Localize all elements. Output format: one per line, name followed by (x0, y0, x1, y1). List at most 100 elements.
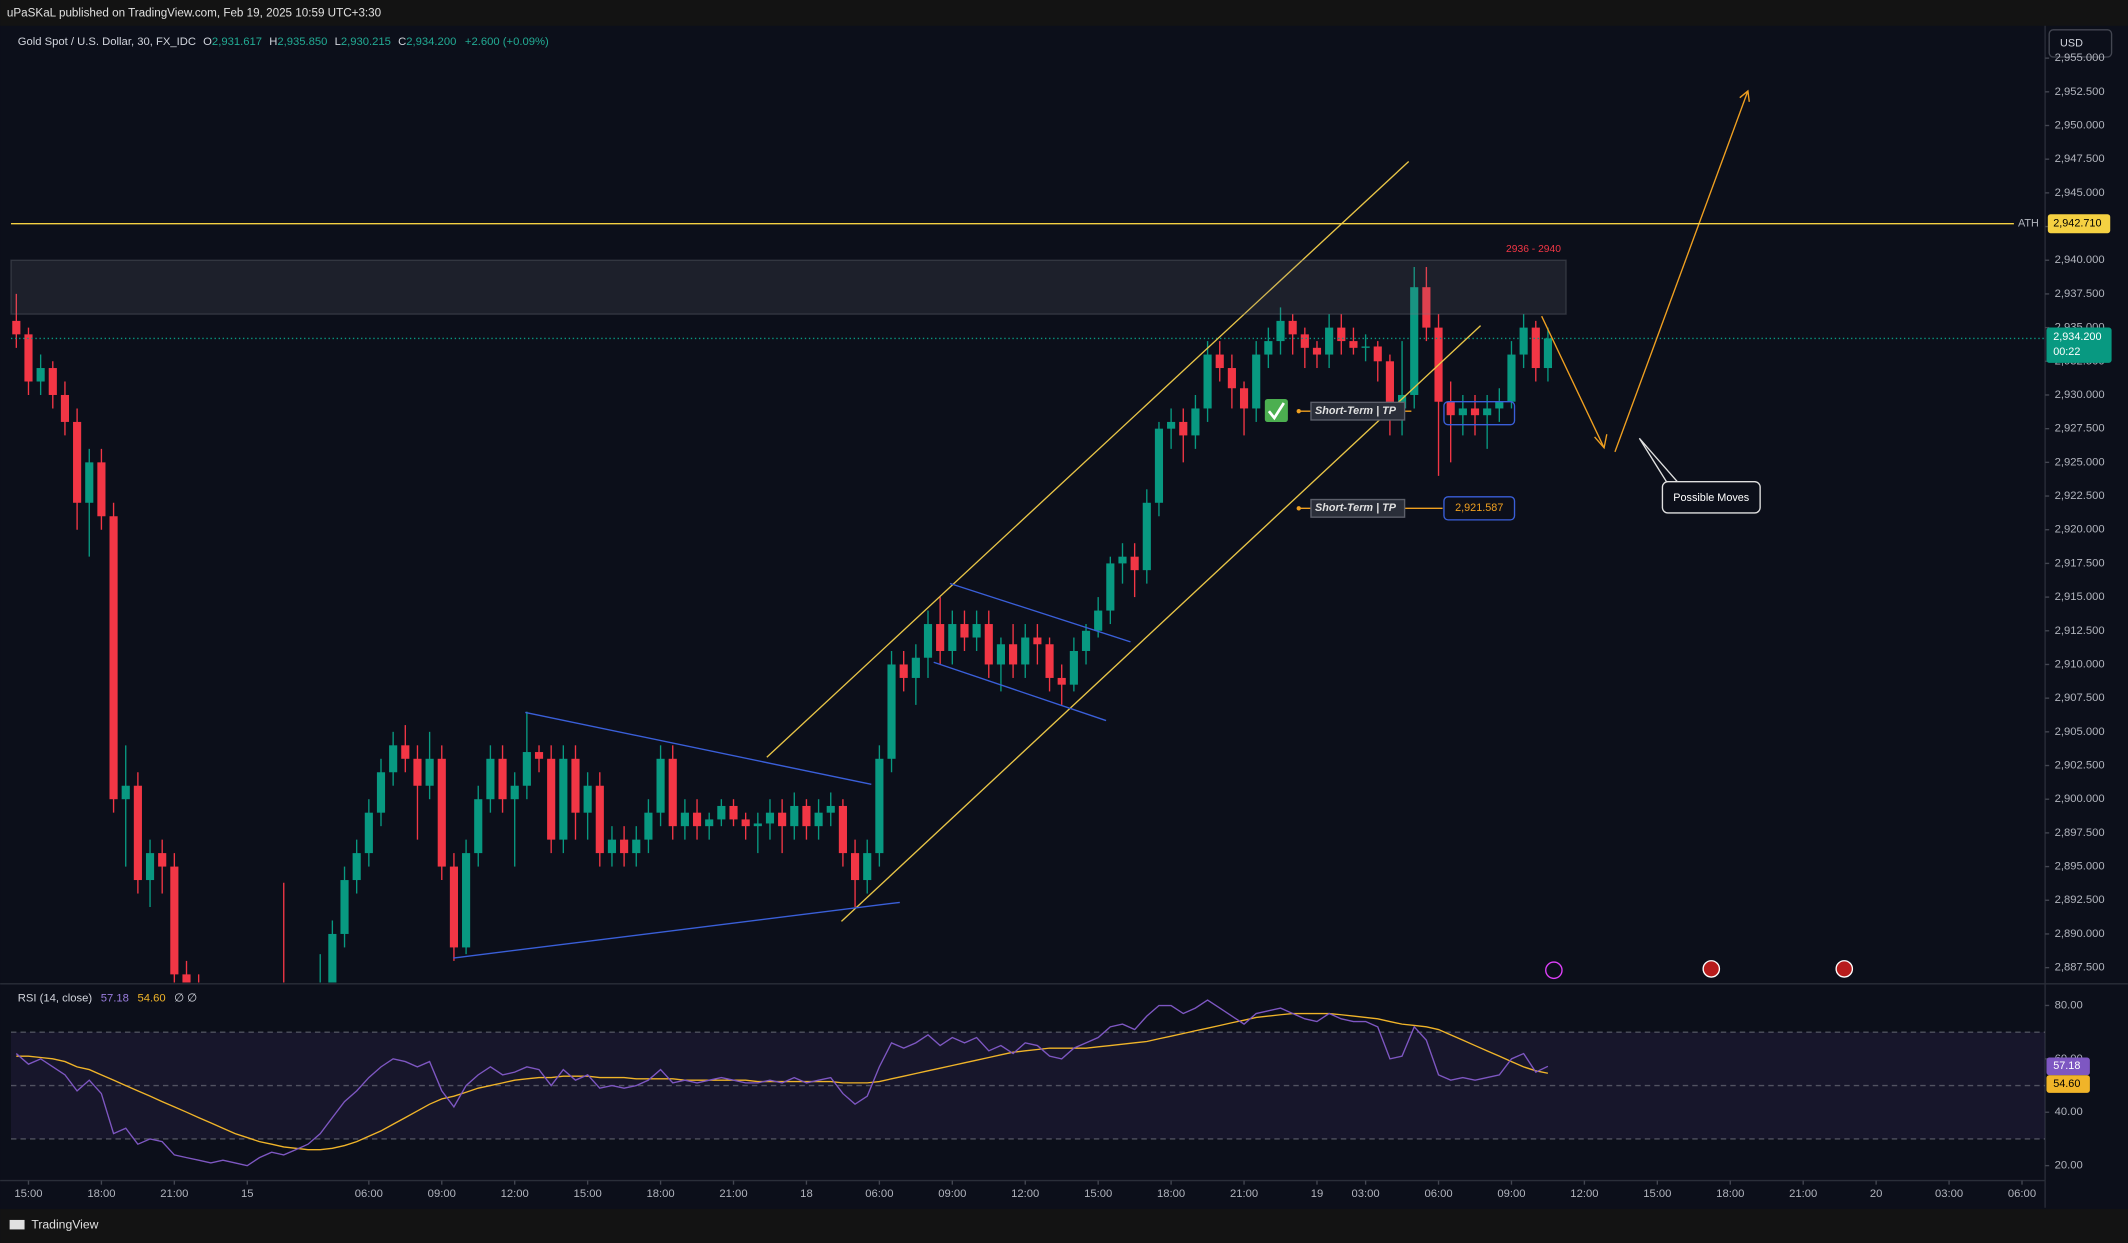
rsi-value: 57.18 (2053, 1060, 2080, 1072)
rsi-y-tick-label: 20.00 (2055, 1160, 2083, 1172)
candle-body (814, 812, 823, 827)
event-icon[interactable] (1545, 961, 1563, 980)
candle-body (1422, 287, 1431, 328)
candle-body (899, 664, 908, 678)
candle-body (1021, 637, 1030, 665)
candle-body (413, 758, 422, 786)
rsi-pane (10, 999, 2046, 1167)
candle-body (692, 812, 702, 827)
candle-body (996, 644, 1006, 665)
candle-body (632, 839, 641, 854)
candle-body (1081, 630, 1091, 651)
y-tick-label: 2,922.500 (2055, 490, 2105, 502)
event-flag[interactable] (1702, 960, 1721, 978)
candle-body (984, 624, 993, 665)
candle-body (936, 624, 945, 651)
y-tick-label: 2,930.000 (2055, 389, 2105, 401)
candle-body (1179, 421, 1188, 436)
candle-body (875, 758, 884, 854)
x-tick-label: 15:00 (1084, 1188, 1112, 1200)
arrow-head (1594, 434, 1608, 450)
y-tick-label: 2,920.000 (2055, 524, 2105, 536)
tp-label-box (1310, 401, 1406, 421)
y-tick-label: 2,952.500 (2055, 86, 2105, 98)
candle-body (534, 752, 544, 759)
y-tick-label: 2,925.000 (2055, 456, 2105, 468)
candle-body (133, 785, 142, 881)
candle-body (376, 772, 386, 813)
candle-body (109, 516, 118, 800)
publisher: uPaSKaL published on TradingView.com, Fe… (7, 7, 382, 20)
event-flag[interactable] (1835, 960, 1854, 978)
flag-line (949, 582, 1131, 643)
y-tick-label: 2,940.000 (2055, 254, 2105, 266)
footer-bar (0, 1209, 2128, 1243)
y-tick-label: 2,900.000 (2055, 793, 2105, 805)
rsi-y-tick-label: 40.00 (2055, 1106, 2083, 1118)
candle-body (60, 394, 70, 422)
channel-line (766, 160, 1410, 758)
check-icon (1264, 398, 1288, 423)
x-tick-label: 06:00 (1424, 1188, 1452, 1200)
y-tick-label: 2,955.000 (2055, 52, 2105, 64)
arrow-head (1739, 89, 1750, 102)
candle-body (668, 758, 677, 827)
brand: TradingView (9, 1218, 99, 1232)
candle-body (1458, 408, 1467, 416)
y-tick-label: 2,907.500 (2055, 692, 2105, 704)
candle-body (1373, 346, 1382, 362)
x-tick-label: 18:00 (87, 1188, 115, 1200)
candle-body (522, 752, 531, 786)
candle-body (449, 866, 459, 948)
candle-body (960, 624, 969, 638)
x-tick-label: 06:00 (355, 1188, 383, 1200)
check-mark (1267, 402, 1285, 421)
ath-name: ATH (2018, 218, 2039, 230)
candle-body (1009, 644, 1018, 665)
x-tick-label: 06:00 (2008, 1188, 2036, 1200)
rsi-legend-extra: ∅ ∅ (174, 993, 197, 1005)
drawings (453, 89, 1854, 980)
y-tick-label: 2,947.500 (2055, 153, 2105, 165)
candle-body (1385, 361, 1394, 409)
candle-body (680, 812, 689, 827)
rsi-name: RSI (14, close) (18, 993, 93, 1005)
candle-body (1191, 408, 1200, 436)
legend-c: C (398, 36, 406, 48)
candle-body (802, 805, 811, 827)
y-tick-label: 2,937.500 (2055, 288, 2105, 300)
candle-body (972, 624, 981, 638)
rsi-value-box (2046, 1057, 2090, 1076)
x-tick-label: 15:00 (14, 1188, 42, 1200)
candle-body (571, 758, 580, 813)
legend-low: 2,930.215 (341, 36, 391, 48)
tp-box (1443, 400, 1516, 426)
x-tick-label: 21:00 (719, 1188, 747, 1200)
candle-body (1130, 556, 1139, 571)
candle-body (73, 421, 82, 503)
candle-body (547, 758, 556, 840)
y-tick-label: 2,902.500 (2055, 759, 2105, 771)
brand-logo (9, 1219, 25, 1230)
price-pane (10, 266, 2046, 983)
currency-button[interactable] (2048, 29, 2113, 58)
candle-body (1057, 677, 1066, 685)
tp-label-box (1310, 498, 1406, 518)
candle-body (948, 624, 957, 651)
candle-body (729, 805, 738, 820)
candle-body (1446, 401, 1455, 416)
candle-body (1203, 354, 1212, 409)
countdown: 00:22 (2053, 346, 2080, 358)
x-tick-label: 21:00 (1789, 1188, 1817, 1200)
rsi-legend-value: 57.18 (101, 993, 129, 1005)
candle-body (510, 785, 519, 800)
candle-body (1154, 428, 1164, 503)
candle-body (753, 823, 762, 827)
currency[interactable]: USD (2060, 37, 2083, 49)
callout-text: Possible Moves (1673, 492, 1750, 504)
candle-body (1167, 421, 1176, 429)
x-tick-label: 12:00 (501, 1188, 529, 1200)
x-tick-label: 06:00 (865, 1188, 893, 1200)
y-tick-label: 2,912.500 (2055, 625, 2105, 637)
